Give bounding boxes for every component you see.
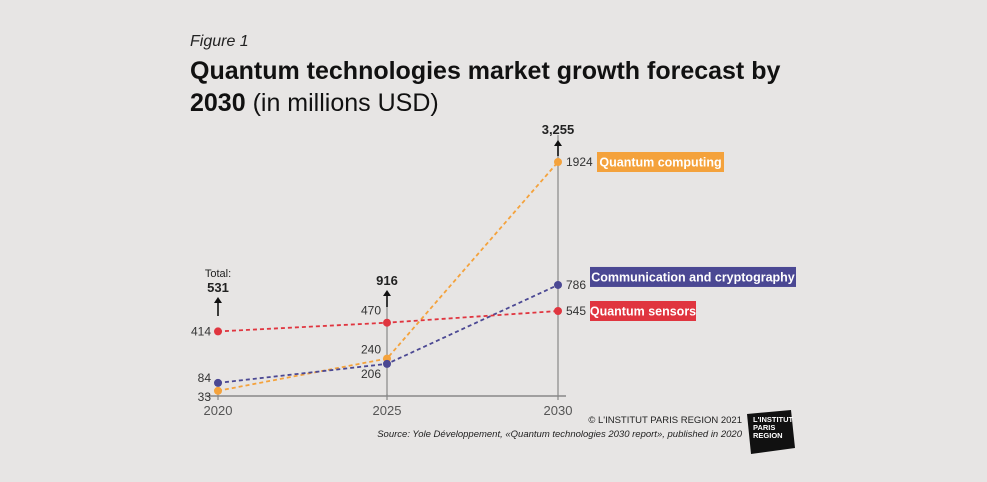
figure-label: Figure 1 bbox=[190, 33, 249, 50]
data-label: 414 bbox=[191, 324, 211, 338]
series-line bbox=[217, 284, 559, 384]
series-name-tag bbox=[590, 266, 796, 287]
logo-line: REGION bbox=[753, 431, 783, 440]
logo-line: L'INSTITUT bbox=[753, 415, 794, 424]
data-point bbox=[214, 386, 222, 395]
data-point bbox=[554, 280, 562, 289]
source-note: Source: Yole Développement, «Quantum tec… bbox=[377, 429, 742, 440]
data-label: 470 bbox=[361, 304, 381, 318]
series-name-label: Quantum sensors bbox=[590, 305, 696, 319]
series-name-tag bbox=[590, 301, 696, 321]
total-value: 531 bbox=[207, 280, 229, 295]
total-arrow-head bbox=[554, 140, 562, 146]
x-tick-label: 2030 bbox=[544, 403, 573, 418]
data-label: 206 bbox=[361, 367, 381, 381]
x-tick-label: 2020 bbox=[204, 403, 233, 418]
series-name-tag bbox=[597, 152, 724, 172]
total-arrow-head bbox=[214, 297, 222, 303]
data-label: 1924 bbox=[566, 155, 593, 169]
logo-shape bbox=[747, 410, 795, 454]
chart-title: Quantum technologies market growth forec… bbox=[190, 55, 830, 119]
chart-title-main: Quantum technologies market growth forec… bbox=[190, 57, 781, 117]
total-value: 3,255 bbox=[542, 122, 575, 137]
data-point bbox=[383, 318, 391, 327]
series-name-label: Quantum computing bbox=[599, 156, 721, 170]
data-point bbox=[554, 158, 562, 166]
data-point bbox=[383, 359, 391, 368]
logo-line: PARIS bbox=[753, 423, 776, 432]
chart-title-unit: (in millions USD) bbox=[252, 89, 439, 117]
data-label: 786 bbox=[566, 278, 586, 292]
institut-logo: L'INSTITUT PARIS REGION bbox=[747, 410, 795, 454]
data-label: 33 bbox=[198, 390, 212, 404]
data-point bbox=[214, 378, 222, 387]
data-point bbox=[214, 327, 222, 336]
series-name-label: Communication and cryptography bbox=[591, 270, 795, 284]
series-line bbox=[217, 161, 559, 392]
data-label: 84 bbox=[198, 371, 212, 385]
total-prefix: Total: bbox=[205, 268, 231, 280]
data-label: 545 bbox=[566, 304, 586, 318]
total-arrow-head bbox=[383, 290, 391, 296]
copyright-note: © L'INSTITUT PARIS REGION 2021 bbox=[588, 415, 742, 426]
data-point bbox=[554, 307, 562, 315]
x-tick-label: 2025 bbox=[373, 403, 402, 418]
data-label: 240 bbox=[361, 343, 381, 357]
total-value: 916 bbox=[376, 273, 398, 288]
